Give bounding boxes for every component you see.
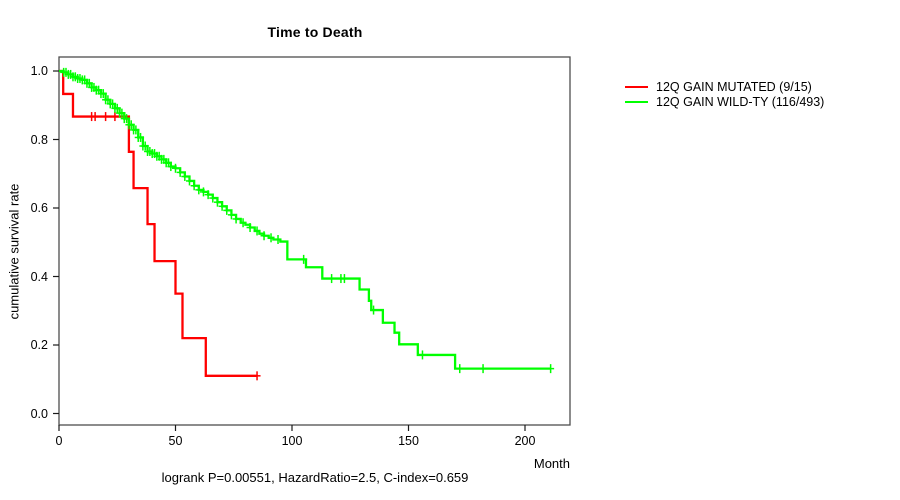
chart-title: Time to Death bbox=[267, 24, 363, 40]
y-tick-label: 0.6 bbox=[30, 201, 48, 215]
legend-label: 12Q GAIN MUTATED (9/15) bbox=[656, 79, 812, 94]
survival-curve-0 bbox=[59, 69, 258, 377]
survival-curve-1 bbox=[59, 69, 551, 370]
legend-line-swatch bbox=[625, 100, 648, 103]
legend-line-swatch bbox=[625, 85, 648, 88]
x-axis-title: Month bbox=[533, 456, 570, 471]
y-tick-label: 0.0 bbox=[30, 406, 48, 421]
legend-item: 12Q GAIN WILD-TY (116/493) bbox=[625, 94, 824, 109]
x-tick-label: 50 bbox=[168, 434, 183, 448]
stats-annotation: logrank P=0.00551, HazardRatio=2.5, C-in… bbox=[161, 470, 469, 485]
legend: 12Q GAIN MUTATED (9/15) 12Q GAIN WILD-TY … bbox=[625, 79, 824, 109]
y-tick-label: 0.2 bbox=[30, 338, 48, 352]
plot-box bbox=[58, 56, 571, 426]
y-tick-label: 0.4 bbox=[30, 269, 48, 284]
x-tick-label: 100 bbox=[281, 434, 303, 448]
legend-item: 12Q GAIN MUTATED (9/15) bbox=[625, 79, 824, 94]
y-tick-label: 1.0 bbox=[30, 64, 48, 78]
x-tick-label: 150 bbox=[398, 434, 419, 448]
y-tick-label: 0.8 bbox=[30, 132, 48, 147]
x-tick-label: 0 bbox=[55, 434, 63, 448]
x-tick-label: 200 bbox=[514, 434, 536, 448]
legend-label: 12Q GAIN WILD-TY (116/493) bbox=[656, 94, 825, 109]
